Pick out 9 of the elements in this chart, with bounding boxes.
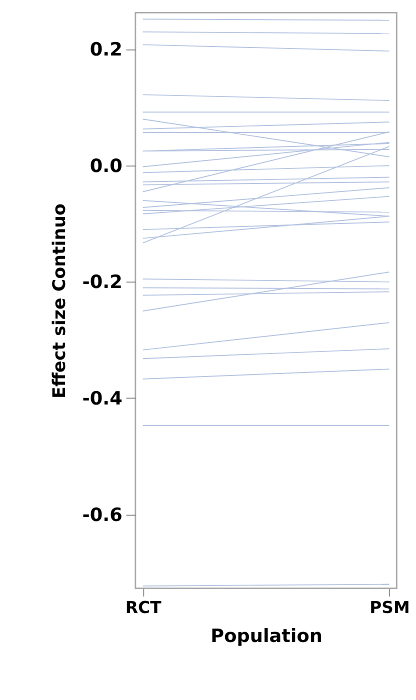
y-axis-title: Effect size Continuo <box>50 203 70 398</box>
y-tick-label: -0.2 <box>82 272 122 294</box>
x-axis-title: Population <box>210 626 322 648</box>
y-tick-label: 0.2 <box>90 40 122 61</box>
y-tick-label: -0.6 <box>82 504 122 526</box>
x-tick-label: RCT <box>125 598 162 617</box>
x-tick-label: PSM <box>370 598 410 617</box>
y-tick-label: -0.4 <box>82 388 122 410</box>
y-tick-label: 0.0 <box>90 156 122 177</box>
